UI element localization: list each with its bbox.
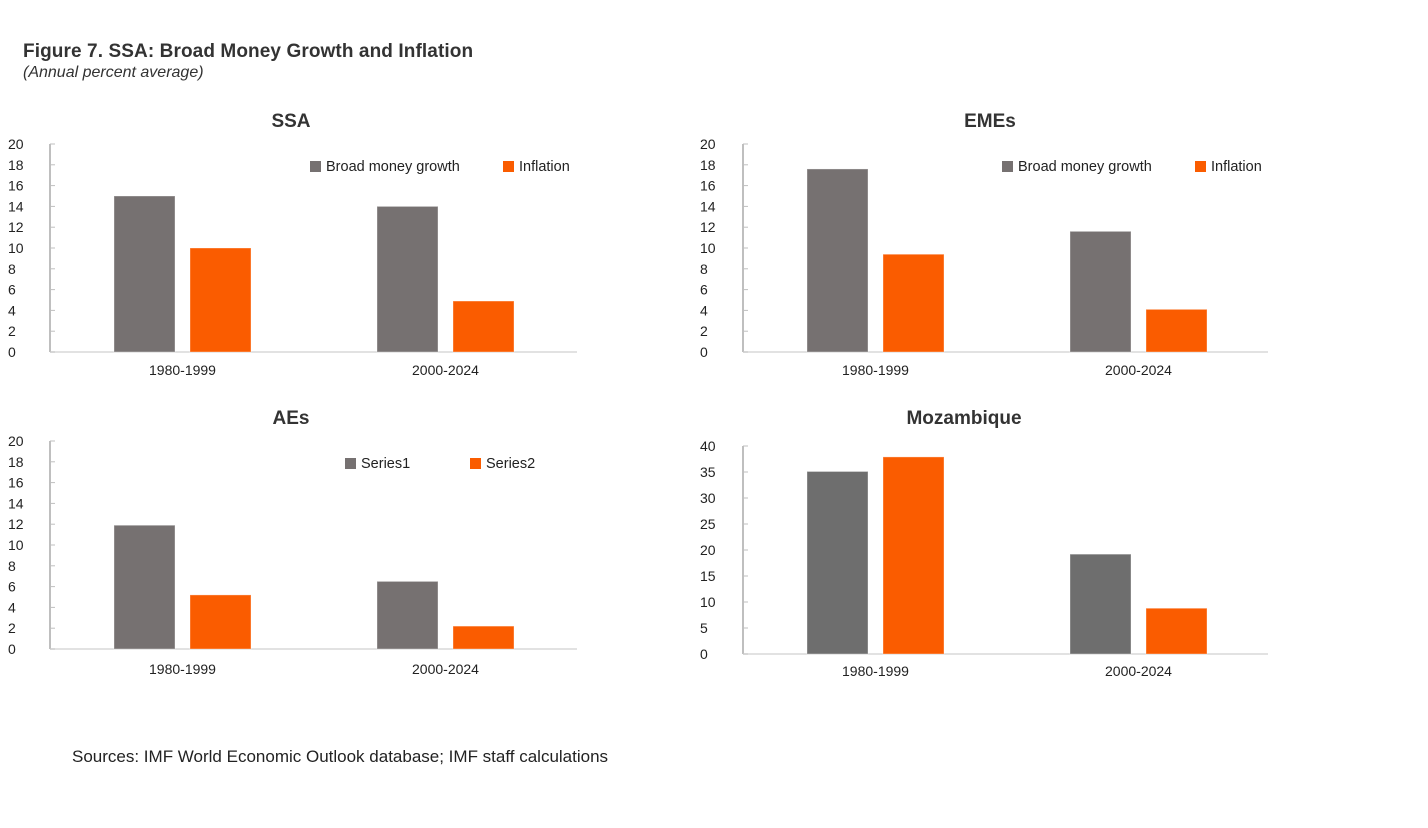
legend-swatch bbox=[503, 161, 514, 172]
x-category-label: 1980-1999 bbox=[842, 663, 909, 679]
y-tick-label: 20 bbox=[8, 433, 24, 449]
chart-ssa: SSA 0 2 4 6 8 10 12 14 16 18 20 1980-1999 2000-2024 Br… bbox=[8, 111, 577, 378]
legend-swatch bbox=[310, 161, 321, 172]
y-tick-label: 10 bbox=[8, 240, 24, 256]
y-tick-label: 2 bbox=[8, 323, 16, 339]
y-tick-label: 8 bbox=[8, 261, 16, 277]
legend-swatch bbox=[1195, 161, 1206, 172]
y-tick-label: 20 bbox=[700, 542, 716, 558]
x-category-label: 1980-1999 bbox=[842, 362, 909, 378]
legend-label: Series1 bbox=[361, 456, 410, 472]
bar-series1 bbox=[806, 168, 869, 353]
y-tick-label: 14 bbox=[8, 495, 24, 511]
legend-label: Series2 bbox=[486, 456, 535, 472]
bar-series2 bbox=[189, 247, 252, 353]
y-tick-label: 12 bbox=[8, 516, 24, 532]
y-tick-label: 20 bbox=[700, 136, 716, 152]
y-tick-label: 4 bbox=[8, 302, 16, 318]
y-tick-label: 6 bbox=[700, 282, 708, 298]
y-tick-label: 14 bbox=[8, 198, 24, 214]
legend-swatch bbox=[470, 458, 481, 469]
chart-emes: EMEs 0 2 4 6 8 10 12 14 16 18 20 1980-1999 2000-2024 B… bbox=[700, 111, 1268, 378]
y-tick-label: 16 bbox=[8, 178, 24, 194]
y-tick-label: 12 bbox=[8, 219, 24, 235]
bar-series2 bbox=[452, 625, 515, 650]
x-category-label: 1980-1999 bbox=[149, 362, 216, 378]
bar-series1 bbox=[806, 470, 869, 655]
y-tick-label: 15 bbox=[700, 568, 716, 584]
chart-title: AEs bbox=[273, 408, 310, 429]
bar-series2 bbox=[1145, 308, 1208, 353]
figure-title: Figure 7. SSA: Broad Money Growth and In… bbox=[23, 41, 474, 62]
y-tick-label: 18 bbox=[8, 157, 24, 173]
legend-label: Inflation bbox=[1211, 159, 1262, 175]
legend-label: Broad money growth bbox=[326, 159, 460, 175]
bar-series1 bbox=[1069, 553, 1132, 655]
y-tick-label: 30 bbox=[700, 490, 716, 506]
y-tick-label: 6 bbox=[8, 579, 16, 595]
chart-title: EMEs bbox=[964, 111, 1016, 132]
y-tick-label: 16 bbox=[8, 475, 24, 491]
y-tick-label: 8 bbox=[700, 261, 708, 277]
y-tick-label: 12 bbox=[700, 219, 716, 235]
bar-series1 bbox=[1069, 230, 1132, 353]
bar-series2 bbox=[189, 594, 252, 650]
legend-label: Broad money growth bbox=[1018, 159, 1152, 175]
y-tick-label: 16 bbox=[700, 178, 716, 194]
y-tick-label: 2 bbox=[700, 323, 708, 339]
y-tick-label: 0 bbox=[700, 344, 708, 360]
x-category-label: 2000-2024 bbox=[412, 362, 479, 378]
bar-series2 bbox=[882, 253, 945, 353]
x-category-label: 2000-2024 bbox=[1105, 362, 1172, 378]
bar-series1 bbox=[113, 524, 176, 650]
y-tick-label: 10 bbox=[700, 240, 716, 256]
y-tick-label: 4 bbox=[8, 599, 16, 615]
y-tick-label: 10 bbox=[8, 537, 24, 553]
y-tick-label: 0 bbox=[700, 646, 708, 662]
y-tick-label: 14 bbox=[700, 198, 716, 214]
chart-title: Mozambique bbox=[906, 408, 1021, 429]
bar-series1 bbox=[376, 205, 439, 353]
bar-series1 bbox=[113, 195, 176, 353]
y-tick-label: 35 bbox=[700, 464, 716, 480]
y-tick-label: 0 bbox=[8, 344, 16, 360]
y-tick-label: 20 bbox=[8, 136, 24, 152]
x-category-label: 2000-2024 bbox=[412, 661, 479, 677]
y-tick-label: 18 bbox=[700, 157, 716, 173]
chart-mozambique: Mozambique 0 5 10 15 20 25 30 35 40 1980-1999 2000-… bbox=[700, 408, 1268, 679]
y-tick-label: 4 bbox=[700, 302, 708, 318]
y-tick-label: 40 bbox=[700, 438, 716, 454]
legend-swatch bbox=[1002, 161, 1013, 172]
chart-title: SSA bbox=[271, 111, 310, 132]
y-tick-label: 6 bbox=[8, 282, 16, 298]
x-category-label: 2000-2024 bbox=[1105, 663, 1172, 679]
y-tick-label: 18 bbox=[8, 454, 24, 470]
y-tick-label: 10 bbox=[700, 594, 716, 610]
chart-aes: AEs 0 2 4 6 8 10 12 14 16 18 20 1980-1999 2000-2024 Se… bbox=[8, 408, 577, 677]
figure-subtitle: (Annual percent average) bbox=[23, 64, 204, 81]
y-tick-label: 5 bbox=[700, 620, 708, 636]
bar-series2 bbox=[1145, 607, 1208, 655]
bar-series2 bbox=[452, 300, 515, 353]
legend-swatch bbox=[345, 458, 356, 469]
y-tick-label: 25 bbox=[700, 516, 716, 532]
y-tick-label: 0 bbox=[8, 641, 16, 657]
bar-series2 bbox=[882, 456, 945, 655]
y-tick-label: 8 bbox=[8, 558, 16, 574]
bar-series1 bbox=[376, 580, 439, 650]
legend-label: Inflation bbox=[519, 159, 570, 175]
y-tick-label: 2 bbox=[8, 620, 16, 636]
sources-note: Sources: IMF World Economic Outlook data… bbox=[72, 747, 609, 766]
x-category-label: 1980-1999 bbox=[149, 661, 216, 677]
